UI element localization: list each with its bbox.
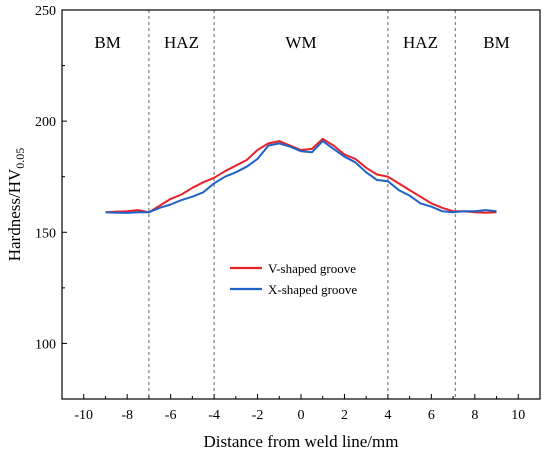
y-axis-title: Hardness/HV0.05 <box>5 148 27 262</box>
region-label: HAZ <box>164 33 199 52</box>
y-tick-label: 100 <box>35 337 56 352</box>
y-tick-label: 200 <box>35 115 56 130</box>
x-tick-label: 0 <box>298 408 305 423</box>
x-tick-label: 6 <box>428 408 435 423</box>
x-tick-label: 8 <box>471 408 478 423</box>
region-label: BM <box>483 33 509 52</box>
x-tick-label: -2 <box>252 408 264 423</box>
x-tick-label: 2 <box>341 408 348 423</box>
x-tick-label: 10 <box>511 408 525 423</box>
region-boundaries <box>148 10 456 399</box>
y-tick-label: 250 <box>35 4 56 19</box>
legend-label: X-shaped groove <box>268 282 357 297</box>
region-label: BM <box>94 33 120 52</box>
legend-label: V-shaped groove <box>268 261 356 276</box>
x-tick-label: -6 <box>165 408 177 423</box>
x-tick-label: -10 <box>74 408 93 423</box>
y-axis-title-main: Hardness/HV <box>5 168 24 261</box>
plot-content: BM HAZ WM HAZ BM <box>94 33 510 214</box>
plot-frame <box>61 9 541 400</box>
y-axis-ticks: 100 150 200 250 <box>35 4 67 352</box>
y-tick-label: 150 <box>35 226 56 241</box>
legend: V-shaped groove X-shaped groove <box>230 261 357 297</box>
region-label: WM <box>285 33 316 52</box>
x-tick-label: -8 <box>121 408 133 423</box>
series-line-v-shaped-groove <box>105 137 497 214</box>
series-line-x-shaped-groove <box>105 140 497 214</box>
x-tick-label: -4 <box>208 408 220 423</box>
x-axis-title: Distance from weld line/mm <box>204 432 399 451</box>
x-tick-label: 4 <box>384 408 391 423</box>
region-label: HAZ <box>403 33 438 52</box>
x-axis-ticks: -10 -8 -6 -4 -2 0 2 4 6 8 10 <box>74 394 525 423</box>
y-axis-title-subscript: 0.05 <box>13 148 27 169</box>
